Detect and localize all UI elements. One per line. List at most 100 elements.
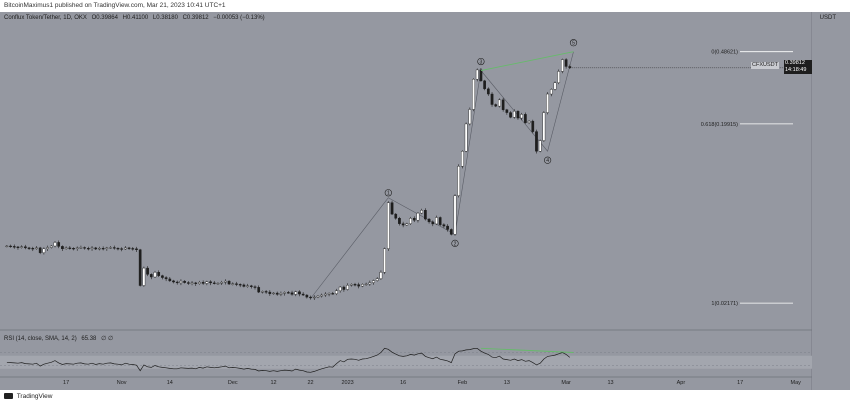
- candle: [527, 120, 531, 123]
- candle: [131, 248, 135, 250]
- candle: [175, 281, 179, 284]
- candle: [164, 277, 168, 280]
- candle: [505, 109, 509, 113]
- candle: [520, 114, 524, 119]
- candle: [186, 282, 190, 284]
- time-tick-label: Apr: [677, 380, 686, 386]
- candle: [157, 272, 161, 276]
- candle: [461, 151, 464, 167]
- candle: [494, 104, 498, 107]
- candle: [535, 131, 538, 152]
- candle: [383, 248, 386, 273]
- candle: [464, 123, 468, 152]
- chart-frame[interactable]: 0.500000.410000.320000.260000.200000.160…: [0, 12, 850, 390]
- candle: [238, 284, 242, 286]
- last-price-tag: 0.39812 14:18:49: [784, 60, 812, 74]
- candle: [183, 280, 186, 283]
- candle: [46, 247, 49, 250]
- publisher-bar: BitcoinMaximus1 published on TradingView…: [0, 0, 850, 12]
- candle: [261, 291, 264, 293]
- candle: [5, 245, 9, 248]
- candle: [98, 248, 101, 250]
- candle: [501, 99, 505, 110]
- candle: [198, 282, 201, 284]
- candle: [390, 202, 394, 215]
- rsi-value: 65.38: [81, 336, 97, 342]
- candle: [405, 223, 409, 226]
- fib-level-label: 0(0.48621): [711, 50, 738, 56]
- legend-open: O0.39864: [91, 15, 118, 21]
- candle: [194, 282, 198, 284]
- time-tick-label: 13: [607, 380, 613, 386]
- rsi-divergence-line: [480, 347, 574, 353]
- candle: [498, 99, 501, 107]
- candle: [335, 290, 338, 294]
- fib-level-label: 1(0.02171): [711, 301, 738, 307]
- candle: [168, 278, 172, 282]
- footer-brand: TradingView: [16, 393, 53, 400]
- candle: [83, 247, 86, 249]
- chart-legend: Conflux Token/Tether, 1D, OKX O0.39864 H…: [4, 15, 268, 21]
- wave-label-circle: [569, 39, 578, 47]
- candle: [24, 246, 27, 249]
- candle: [12, 246, 16, 248]
- candle: [49, 245, 53, 248]
- candle: [64, 247, 68, 250]
- price-chart[interactable]: 0.500000.410000.320000.260000.200000.160…: [0, 12, 812, 390]
- candle: [372, 280, 375, 283]
- wave-label: 2: [454, 241, 457, 247]
- wave-label-circle: [477, 57, 485, 66]
- rsi-title: RSI (14, close, SMA, 14, 2): [4, 336, 77, 342]
- tradingview-logo-icon: [4, 393, 13, 400]
- candle: [324, 293, 327, 296]
- candle: [453, 195, 457, 235]
- time-tick-label: 17: [63, 380, 69, 386]
- candle: [286, 292, 290, 294]
- candle: [364, 283, 368, 286]
- candle: [27, 247, 31, 249]
- candle: [472, 78, 475, 110]
- candle: [272, 292, 275, 295]
- candle: [75, 247, 79, 249]
- time-tick-label: 14: [167, 380, 173, 386]
- time-tick-label: 2023: [341, 380, 353, 386]
- legend-high: H0.41100: [122, 15, 149, 21]
- candle: [524, 114, 527, 123]
- wave-label-circle: [451, 239, 459, 247]
- candle: [209, 281, 212, 284]
- candle: [420, 210, 424, 214]
- candle: [490, 93, 494, 105]
- wave-label: 3: [480, 59, 483, 65]
- time-tick-label: May: [791, 380, 802, 386]
- candle: [546, 93, 549, 113]
- legend-title: Conflux Token/Tether, 1D, OKX: [4, 15, 87, 21]
- candle: [368, 282, 372, 285]
- candle: [9, 245, 12, 248]
- candle: [349, 284, 353, 286]
- candle: [246, 285, 249, 287]
- candle: [320, 294, 324, 297]
- candle: [120, 248, 124, 250]
- price-axis-unit: USDT: [819, 15, 836, 21]
- candle: [220, 282, 224, 284]
- candle: [431, 221, 435, 225]
- time-tick-label: Dec: [228, 380, 238, 386]
- candle: [357, 284, 361, 287]
- candle: [338, 286, 342, 291]
- candle: [379, 272, 383, 279]
- candle: [20, 246, 24, 248]
- candle: [38, 247, 42, 253]
- candle: [283, 292, 286, 294]
- candle: [124, 247, 127, 250]
- candle: [412, 218, 416, 221]
- candle: [309, 296, 312, 299]
- candle: [16, 246, 20, 248]
- rsi-empty-values: ∅ ∅: [101, 336, 114, 342]
- candle: [112, 247, 116, 249]
- candle: [346, 285, 349, 290]
- candle: [86, 248, 90, 250]
- candle: [427, 218, 431, 223]
- time-tick-label: 16: [400, 380, 406, 386]
- candle: [301, 293, 305, 296]
- candle: [361, 284, 364, 287]
